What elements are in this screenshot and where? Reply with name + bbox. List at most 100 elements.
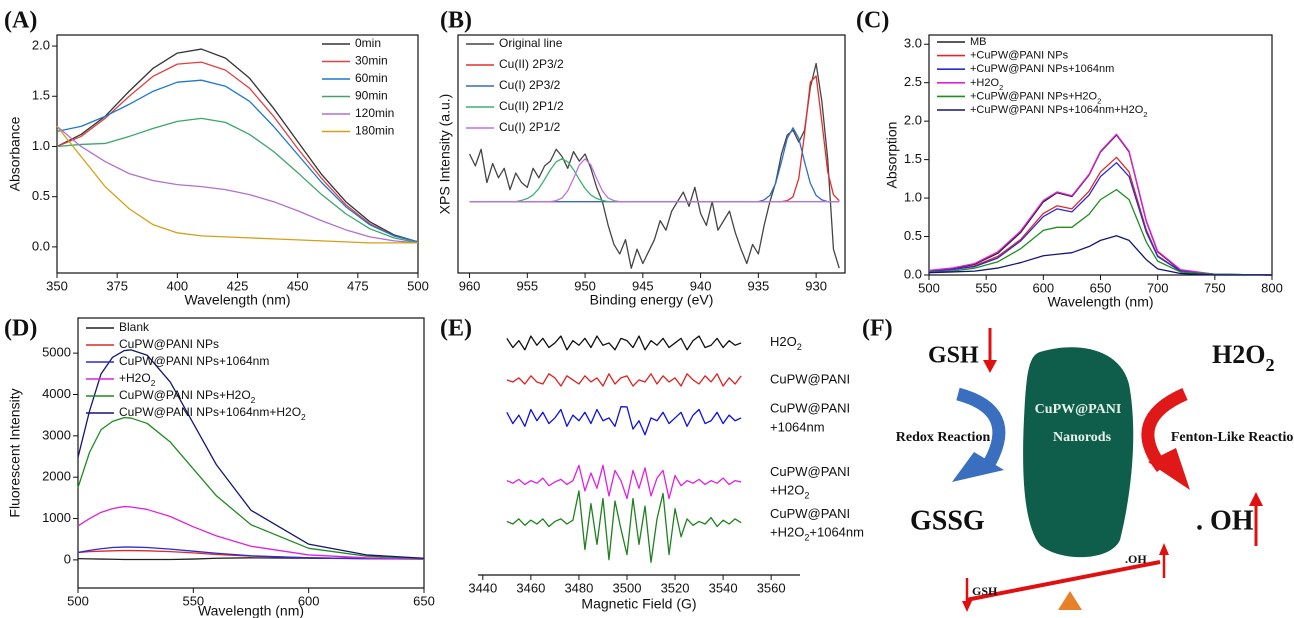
legend-label: CuPW@PANI NPs [119, 337, 219, 351]
legend-label: CuPW@PANI NPs+H2O2 [119, 388, 256, 405]
x-tick-label: 950 [574, 278, 596, 293]
x-tick-label: 940 [690, 278, 712, 293]
redox-arrow [956, 387, 1006, 466]
legend-label: +H2O2 [119, 371, 156, 388]
series-line [928, 133, 1273, 276]
x-tick-label: 750 [1204, 280, 1226, 295]
x-tick-label: 600 [298, 593, 320, 608]
x-tick-label: 3540 [709, 580, 738, 595]
x-tick-label: 3480 [564, 580, 593, 595]
oh-label: . OH [1196, 505, 1254, 536]
x-tick-label: 450 [287, 278, 309, 293]
x-tick-label: 935 [748, 278, 770, 293]
y-tick-label: 0.0 [32, 238, 50, 253]
chart: (D) 500 550 600 650 0 1000 2000 3000 4000 5000 Wave… [4, 316, 435, 618]
y-tick-label: 2000 [42, 469, 71, 484]
series-line [928, 162, 1273, 276]
x-tick-label: 650 [1090, 280, 1112, 295]
y-tick-label: 5000 [42, 345, 71, 360]
series-line [469, 158, 840, 203]
legend-label: Cu(II) 2P1/2 [499, 99, 564, 113]
legend-label: Cu(I) 2P1/2 [499, 120, 561, 134]
series-label: +H2O2+1064nm [770, 525, 864, 543]
x-tick-label: 650 [413, 593, 435, 608]
series-label: CuPW@PANI [770, 506, 850, 521]
chart: (E) 3440 3460 3480 3500 3520 3540 3560 Magnetic … [440, 316, 864, 612]
series-label: CuPW@PANI [770, 401, 850, 416]
gssg-label: GSSG [910, 505, 985, 536]
series-line [77, 417, 425, 560]
y-tick-label: 2.5 [904, 74, 922, 89]
x-axis-label: Wavelength (nm) [198, 603, 304, 618]
legend-label: Cu(I) 2P3/2 [499, 78, 561, 92]
chart: (A) 350 375 400 425 450 475 500 0.0 0.5 1.0 1.5 2.0 W… [4, 8, 429, 308]
series-line [469, 75, 840, 203]
x-tick-label: 3460 [516, 580, 545, 595]
panel-label: (C) [856, 8, 889, 34]
series-line [928, 235, 1272, 276]
legend-label: 180min [355, 124, 394, 138]
series-line [506, 373, 742, 387]
arrow-head [983, 360, 997, 373]
x-tick-label: 375 [106, 278, 128, 293]
redox-label: Redox Reaction [896, 430, 991, 445]
series-line [56, 79, 419, 243]
series-line [56, 125, 418, 244]
series-line [468, 62, 840, 269]
y-tick-label: 2.0 [32, 37, 50, 52]
series-line [506, 490, 742, 563]
x-tick-label: 500 [407, 278, 429, 293]
series-line [928, 188, 1273, 276]
x-tick-label: 3520 [661, 580, 690, 595]
y-tick-label: 2.0 [904, 113, 922, 128]
series-line [56, 48, 419, 243]
panel-label: (D) [4, 316, 37, 342]
series-line [469, 158, 840, 203]
x-axis-label: Wavelength (nm) [184, 292, 290, 308]
legend-label: 60min [355, 71, 388, 85]
y-axis-label: Fluorescent Intensity [7, 388, 23, 517]
y-tick-label: 1.5 [32, 88, 50, 103]
legend-label: +CuPW@PANI NPs+1064nm [970, 63, 1114, 75]
x-tick-label: 425 [227, 278, 249, 293]
nanorod [1023, 347, 1134, 558]
arrow-head [952, 452, 1004, 482]
arrow-head [1159, 543, 1169, 555]
plot-frame [77, 317, 425, 589]
arrow-head [1148, 448, 1190, 490]
y-tick-label: 1000 [42, 510, 71, 525]
panel-label: (F) [862, 316, 893, 342]
x-axis-label: Wavelength (nm) [1047, 294, 1153, 310]
legend-label: Original line [499, 36, 563, 50]
y-tick-label: 3.0 [904, 36, 922, 51]
series-line [506, 406, 742, 436]
x-tick-label: 500 [918, 280, 940, 295]
series-label: CuPW@PANI [770, 464, 850, 479]
x-tick-label: 3500 [613, 580, 642, 595]
x-tick-label: 500 [67, 593, 89, 608]
series-label: CuPW@PANI [770, 371, 850, 386]
x-tick-label: 600 [1032, 280, 1054, 295]
series-line [77, 349, 425, 559]
arrow-head [962, 601, 972, 612]
plot-frame [457, 34, 846, 274]
legend-label: +CuPW@PANI NPs [970, 50, 1069, 62]
series-label: +1064nm [770, 420, 825, 435]
y-axis-label: Absorption [884, 122, 900, 189]
y-tick-label: 0.5 [32, 188, 50, 203]
legend-label: 0min [355, 36, 381, 50]
chart: (C) 500 550 600 650 700 750 800 0.0 0.5 1.0 1.5 2.0 2… [856, 8, 1283, 310]
series-line [469, 127, 840, 203]
series-line [77, 546, 425, 560]
legend-label: Blank [119, 320, 150, 334]
y-tick-label: 4000 [42, 386, 71, 401]
series-line [506, 464, 742, 500]
series-label: H2O2 [770, 334, 802, 352]
legend-label: MB [970, 36, 987, 48]
balance-left-label: GSH [972, 584, 998, 598]
gsh-label: GSH [928, 343, 979, 369]
x-tick-label: 3440 [468, 580, 497, 595]
y-tick-label: 0.5 [904, 228, 922, 243]
fenton-arrow [1141, 388, 1188, 472]
